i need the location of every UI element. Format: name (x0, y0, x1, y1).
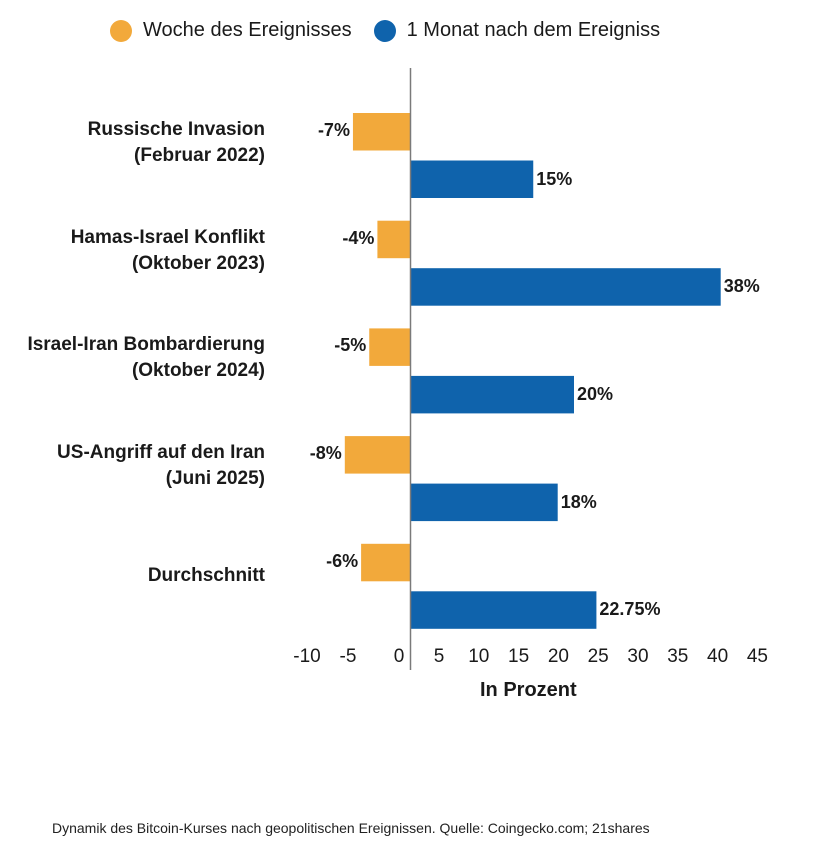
value-label-week: -7% (317, 120, 350, 140)
x-tick-label: -5 (339, 646, 357, 667)
legend-swatch-month (373, 19, 396, 42)
category-label: Israel-Iran Bombardierung (Oktober 2024) (27, 332, 265, 384)
chart-caption: Dynamik des Bitcoin-Kurses nach geopolit… (52, 820, 650, 836)
legend-item-month: 1 Monat nach dem Ereigniss (373, 19, 661, 42)
category-label-line: Hamas-Israel Konflikt (70, 226, 265, 248)
x-tick-label: 25 (587, 646, 609, 667)
category-label-line: Israel-Iran Bombardierung (27, 334, 265, 356)
bar-week (361, 543, 410, 582)
chart-legend: Woche des Ereignisses 1 Monat nach dem E… (110, 19, 682, 42)
bar-week (352, 113, 410, 151)
bar-week (377, 220, 410, 259)
value-label-month: 18% (560, 491, 597, 512)
x-tick-label: 0 (393, 646, 405, 667)
value-label-week: -6% (326, 550, 359, 571)
category-label: Hamas-Israel Konflikt (Oktober 2023) (71, 225, 265, 277)
x-axis-title: In Prozent (480, 679, 577, 701)
category-label-line: (Februar 2022) (134, 145, 265, 166)
bar-month (411, 375, 574, 414)
x-tick-label: 40 (707, 646, 729, 667)
value-label-month: 15% (536, 168, 573, 189)
x-tick-label: 30 (627, 646, 649, 667)
category-label-line: Russische Invasion (87, 119, 265, 140)
legend-label-week: Woche des Ereignisses (143, 19, 352, 41)
x-tick-label: 5 (433, 646, 445, 667)
category-label-line: (Juni 2025) (165, 468, 265, 490)
x-tick-label: 45 (746, 646, 768, 667)
x-tick-label: 35 (667, 646, 689, 667)
category-label: Durchschnitt (148, 563, 265, 589)
category-label: Russische Invasion (Februar 2022) (88, 117, 265, 169)
category-label-line: US-Angriff auf den Iran (57, 442, 265, 464)
value-label-week: -8% (309, 443, 342, 464)
value-label-month: 20% (577, 383, 614, 404)
bar-week (369, 328, 410, 366)
category-label-line: (Oktober 2023) (131, 252, 265, 274)
value-label-month: 22.75% (599, 599, 661, 620)
legend-item-week: Woche des Ereignisses (110, 19, 352, 42)
bar-week (344, 436, 410, 474)
x-tick-label: 15 (508, 646, 530, 667)
value-label-week: -5% (334, 335, 367, 356)
bar-month (411, 483, 558, 522)
bar-month (411, 160, 534, 198)
category-label-line: Durchschnitt (147, 564, 265, 586)
bar-month (411, 268, 721, 306)
value-label-week: -4% (342, 227, 375, 248)
bar-month (411, 591, 597, 629)
value-label-month: 38% (723, 276, 760, 297)
legend-label-month: 1 Monat nach dem Ereigniss (406, 19, 661, 41)
category-label: US-Angriff auf den Iran (Juni 2025) (57, 440, 265, 492)
x-tick-label: 20 (547, 646, 569, 667)
bars-group (344, 113, 721, 629)
x-tick-label: -10 (293, 646, 321, 667)
x-tick-label: 10 (468, 646, 490, 667)
legend-swatch-week (110, 19, 132, 42)
category-label-line: (Oktober 2024) (131, 360, 265, 382)
